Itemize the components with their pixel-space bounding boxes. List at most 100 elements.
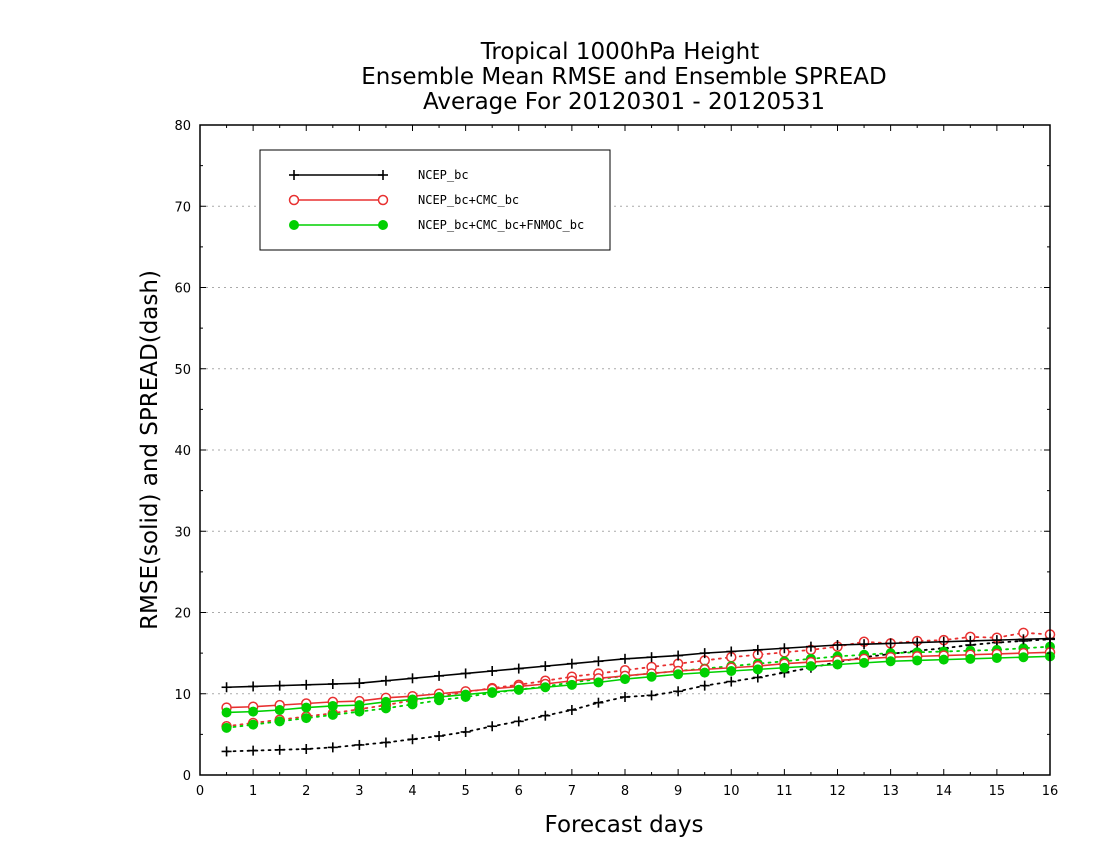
rmse-point <box>699 648 710 659</box>
chart-title-line-1: Tropical 1000hPa Height <box>480 39 760 65</box>
rmse-point <box>274 680 285 691</box>
y-axis: 0 10 20 30 40 50 60 70 80 <box>174 119 1050 784</box>
rmse-point <box>752 664 763 675</box>
x-tick-label: 15 <box>989 784 1006 799</box>
spread-point <box>248 745 259 756</box>
legend: NCEP_bc NCEP_bc+CMC_bc NCEP_bc+CMC_bc+FNMO… <box>259 149 611 251</box>
series-0-rmse <box>221 633 1055 693</box>
rmse-point <box>513 684 524 695</box>
rmse-point <box>434 670 445 681</box>
rmse-point <box>540 682 551 693</box>
y-tick-label: 60 <box>174 282 191 297</box>
legend-label: NCEP_bc+CMC_bc+FNMOC_bc <box>418 218 584 232</box>
x-tick-label: 3 <box>355 784 363 799</box>
rmse-point <box>460 689 471 700</box>
spread-line <box>225 645 1051 729</box>
rmse-point <box>327 679 338 689</box>
rmse-point <box>912 655 923 666</box>
spread-point <box>354 739 365 750</box>
chart-title-line-2: Ensemble Mean RMSE and Ensemble SPREAD <box>361 64 886 90</box>
x-tick-label: 12 <box>829 784 846 799</box>
x-tick-label: 16 <box>1042 784 1059 799</box>
chart-title-line-3: Average For 20120301 - 20120531 <box>423 89 825 115</box>
rmse-point <box>779 662 790 673</box>
x-tick-label: 14 <box>935 784 952 799</box>
spread-point <box>487 721 498 732</box>
legend-item: NCEP_bc+CMC_bc <box>288 193 519 207</box>
rmse-point <box>805 641 816 652</box>
spread-line <box>225 631 1051 728</box>
rmse-point <box>354 700 365 711</box>
spread-point <box>460 726 471 737</box>
rmse-point <box>726 646 737 657</box>
x-tick-label: 8 <box>621 784 629 799</box>
rmse-point <box>487 666 498 676</box>
legend-label: NCEP_bc <box>418 168 469 182</box>
rmse-point <box>540 661 551 672</box>
spread-point <box>301 713 312 724</box>
spread-point <box>221 722 232 733</box>
legend-marker-end <box>378 220 388 230</box>
spread-point <box>248 719 259 730</box>
rmse-line <box>226 637 1051 689</box>
y-tick-label: 10 <box>174 688 191 703</box>
rmse-point <box>566 658 577 669</box>
rmse-point <box>885 638 896 649</box>
x-tick-label: 6 <box>515 784 523 799</box>
rmse-point <box>646 671 657 682</box>
spread-point <box>434 731 445 741</box>
rmse-point <box>620 674 630 685</box>
x-tick-label: 4 <box>408 784 416 799</box>
rmse-point <box>221 682 232 693</box>
rmse-point <box>912 637 923 648</box>
rmse-point <box>991 635 1002 646</box>
legend-marker-start <box>289 220 299 230</box>
x-tick-label: 2 <box>302 784 310 799</box>
rmse-point <box>832 640 843 650</box>
rmse-point <box>380 675 391 686</box>
rmse-point <box>248 706 259 717</box>
spread-point <box>327 709 338 720</box>
y-tick-label: 30 <box>174 525 191 540</box>
spread-point <box>327 742 338 753</box>
x-tick-label: 10 <box>723 784 740 799</box>
legend-marker-start <box>288 194 300 206</box>
rmse-point <box>859 657 870 668</box>
legend-marker-end <box>377 194 389 206</box>
spread-point <box>274 716 285 727</box>
spread-point <box>566 705 577 715</box>
spread-point <box>513 716 524 727</box>
x-tick-label: 11 <box>776 784 793 799</box>
rmse-point <box>434 692 445 702</box>
y-tick-label: 70 <box>174 200 191 215</box>
rmse-point <box>938 654 949 665</box>
rmse-point <box>673 650 684 661</box>
rmse-point <box>407 694 418 705</box>
spread-point <box>593 697 604 708</box>
rmse-point <box>726 666 737 676</box>
rmse-point <box>301 702 312 713</box>
rmse-point <box>274 705 285 715</box>
legend-item: NCEP_bc+CMC_bc+FNMOC_bc <box>289 218 584 232</box>
rmse-point <box>221 707 232 718</box>
rmse-point <box>620 653 630 664</box>
y-tick-label: 20 <box>174 607 191 622</box>
rmse-point <box>673 669 684 680</box>
rmse-point <box>460 668 471 679</box>
spread-point <box>726 676 737 687</box>
rmse-point <box>301 679 312 690</box>
series-2-rmse <box>221 651 1055 718</box>
x-axis-label: Forecast days <box>545 812 704 838</box>
rmse-point <box>699 667 710 678</box>
rmse-point <box>593 656 604 667</box>
rmse-point <box>487 687 498 698</box>
x-tick-label: 7 <box>568 784 576 799</box>
rmse-point <box>991 653 1002 663</box>
rmse-point <box>354 678 365 689</box>
rmse-point <box>965 653 976 664</box>
spread-point <box>673 686 684 697</box>
rmse-point <box>327 700 338 711</box>
rmse-point <box>513 663 524 674</box>
spread-point <box>540 710 551 721</box>
spread-point <box>221 746 232 757</box>
